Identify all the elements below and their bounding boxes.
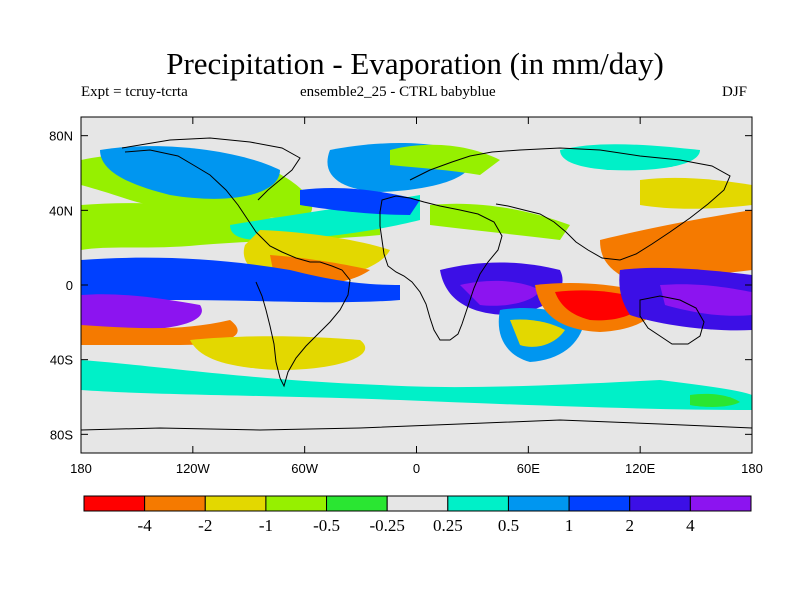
colorbar-swatch — [447, 495, 509, 512]
colorbar-label: 2 — [625, 516, 634, 535]
chart-title: Precipitation - Evaporation (in mm/day) — [166, 46, 664, 81]
colorbar-swatch — [629, 495, 691, 512]
field-region — [600, 210, 752, 278]
lat-tick-label: 0 — [66, 278, 73, 293]
north-america-coast — [121, 137, 301, 201]
field-region — [300, 188, 420, 215]
colorbar-label: -0.25 — [369, 516, 404, 535]
colorbar-label: 4 — [686, 516, 695, 535]
australia-coastline — [639, 295, 705, 345]
colorbar-label: -0.5 — [313, 516, 340, 535]
colorbar-swatch — [568, 495, 631, 512]
colorbar-swatch — [326, 495, 388, 512]
field-region — [690, 393, 740, 407]
field-region — [190, 336, 366, 370]
field-region — [460, 280, 540, 306]
field-region — [81, 257, 400, 303]
field-region — [560, 144, 700, 171]
field-region — [81, 360, 752, 410]
colorbar-swatch — [83, 495, 146, 512]
colorbar-swatch — [265, 495, 328, 512]
field-region — [660, 284, 752, 316]
americas-coastline — [124, 149, 351, 388]
colorbar-label: 0.25 — [433, 516, 463, 535]
lat-tick-label: 40N — [49, 203, 73, 218]
africa-coastline — [379, 195, 503, 341]
colorbar-swatch — [386, 495, 449, 512]
map-field-layer — [81, 143, 752, 410]
colorbar-swatch — [507, 495, 570, 512]
field-region — [640, 177, 752, 209]
lon-tick-label: 60E — [517, 461, 540, 476]
lon-tick-label: 60W — [291, 461, 318, 476]
colorbar-label: 1 — [565, 516, 574, 535]
lat-tick-label: 80S — [50, 427, 73, 442]
field-region — [430, 203, 570, 240]
latitude-ticks: 80N 40N 0 40S 80S — [49, 129, 752, 442]
colorbar-label: -4 — [138, 516, 153, 535]
field-region — [390, 144, 500, 175]
colorbar-swatch — [144, 495, 206, 512]
season-label: DJF — [722, 84, 748, 100]
field-region — [100, 146, 280, 199]
antarctica-coastline — [81, 419, 752, 431]
experiment-label: Expt = tcruy-tcrta — [81, 84, 188, 100]
colorbar-label: 0.5 — [498, 516, 519, 535]
colorbar: -4 -2 -1 -0.5 -0.25 0.25 0.5 1 2 4 — [83, 495, 752, 535]
lon-tick-label: 180 — [741, 461, 763, 476]
longitude-ticks: 180 120W 60W 0 60E 120E 180 — [70, 117, 763, 476]
lat-tick-label: 40S — [50, 353, 73, 368]
colorbar-label: -2 — [198, 516, 212, 535]
lon-tick-label: 0 — [413, 461, 420, 476]
coastlines — [81, 137, 752, 431]
lon-tick-label: 120E — [625, 461, 656, 476]
field-region — [81, 294, 202, 330]
eurasia-coastline — [409, 147, 731, 261]
field-region — [81, 320, 238, 345]
colorbar-swatch — [204, 495, 267, 512]
lon-tick-label: 120W — [176, 461, 211, 476]
field-region — [510, 319, 565, 347]
lat-tick-label: 80N — [49, 129, 73, 144]
colorbar-swatch — [689, 495, 752, 512]
lon-tick-label: 180 — [70, 461, 92, 476]
colorbar-label: -1 — [259, 516, 273, 535]
run-label: ensemble2_25 - CTRL babyblue — [300, 84, 496, 100]
